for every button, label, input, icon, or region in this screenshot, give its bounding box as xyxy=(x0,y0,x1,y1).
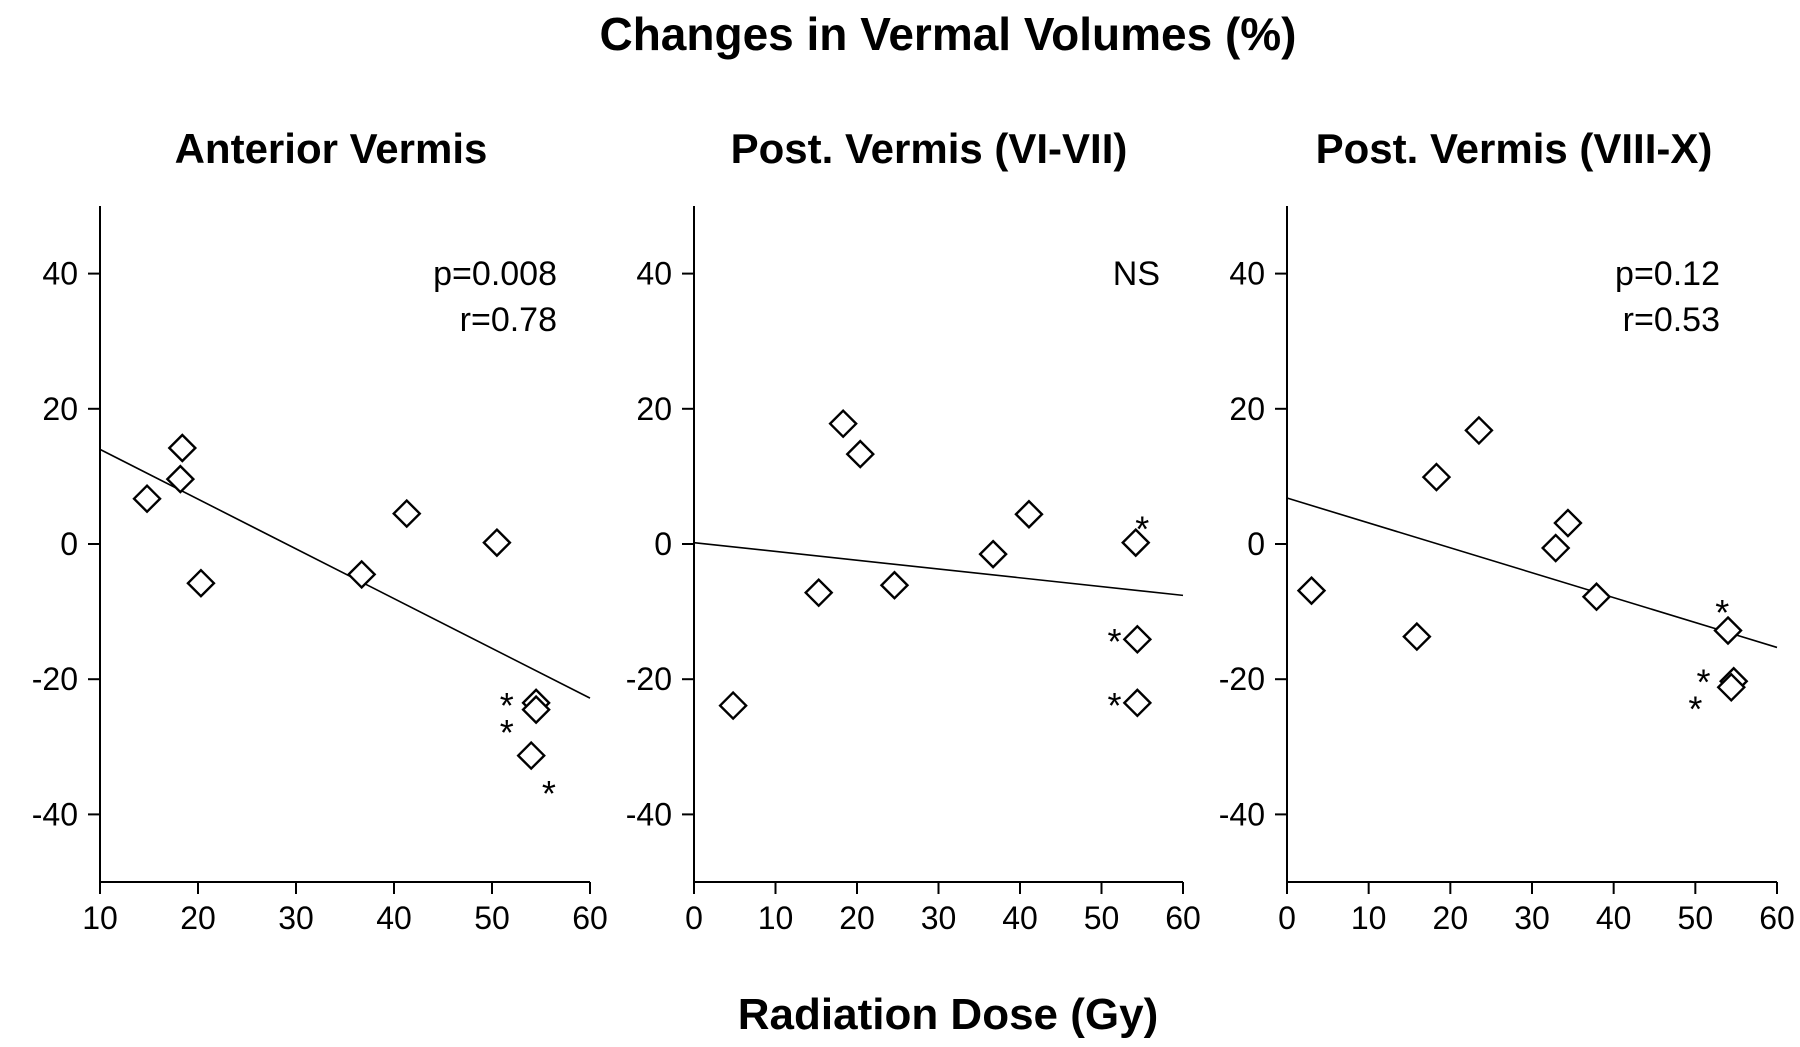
figure-title: Changes in Vermal Volumes (%) xyxy=(599,8,1296,60)
asterisk-marker: * xyxy=(500,685,514,726)
y-tick-label: -20 xyxy=(626,661,672,697)
data-point xyxy=(879,570,910,600)
data-point xyxy=(1553,508,1583,538)
x-tick-label: 20 xyxy=(839,900,875,936)
y-tick-label: -20 xyxy=(32,661,78,697)
stat-annotation: p=0.12 xyxy=(1615,255,1720,293)
data-point xyxy=(167,433,198,463)
data-point xyxy=(392,498,422,529)
asterisk-marker: * xyxy=(1688,688,1702,729)
data-point xyxy=(1716,672,1746,703)
data-point xyxy=(803,577,834,608)
x-tick-label: 40 xyxy=(1002,900,1038,936)
x-tick-label: 40 xyxy=(376,900,412,936)
asterisk-marker: * xyxy=(500,712,514,753)
data-point xyxy=(718,690,748,721)
x-tick-label: 30 xyxy=(921,900,957,936)
panel-title: Post. Vermis (VIII-X) xyxy=(1316,125,1713,172)
data-point xyxy=(978,539,1008,569)
y-tick-label: 20 xyxy=(42,391,78,427)
y-tick-label: 20 xyxy=(1229,391,1265,427)
y-tick-label: 40 xyxy=(42,256,78,292)
x-tick-label: 10 xyxy=(758,900,794,936)
panel-title: Post. Vermis (VI-VII) xyxy=(731,125,1128,172)
x-tick-label: 20 xyxy=(180,900,216,936)
data-point xyxy=(132,484,162,514)
asterisk-marker: * xyxy=(1696,661,1710,702)
x-tick-label: 50 xyxy=(1084,900,1120,936)
data-point xyxy=(1402,621,1432,652)
y-tick-label: 0 xyxy=(60,526,78,562)
x-tick-label: 20 xyxy=(1433,900,1469,936)
data-point xyxy=(521,694,551,725)
panel-title: Anterior Vermis xyxy=(175,125,488,172)
x-tick-label: 40 xyxy=(1596,900,1632,936)
x-tick-label: 60 xyxy=(572,900,608,936)
data-point xyxy=(186,568,216,598)
x-tick-label: 10 xyxy=(1351,900,1387,936)
x-axis-label: Radiation Dose (Gy) xyxy=(738,990,1159,1039)
data-point xyxy=(165,464,196,494)
panel-post-vermis-viii-x: Post. Vermis (VIII-X) -40 -20 0 20 40 0 10 20 30 4… xyxy=(1219,125,1795,936)
stat-annotation: NS xyxy=(1113,255,1160,293)
x-tick-label: 0 xyxy=(685,900,703,936)
data-point xyxy=(1296,575,1327,606)
y-tick-label: -40 xyxy=(1219,796,1265,832)
y-tick-label: 0 xyxy=(1247,526,1265,562)
regression-line xyxy=(693,541,1184,597)
y-tick-label: -40 xyxy=(626,796,672,832)
x-tick-label: 60 xyxy=(1165,900,1201,936)
y-tick-label: -20 xyxy=(1219,661,1265,697)
data-point xyxy=(1121,527,1151,558)
y-tick-label: 40 xyxy=(1229,256,1265,292)
data-point xyxy=(1421,462,1452,492)
data-point xyxy=(1713,615,1743,646)
stat-annotation: r=0.53 xyxy=(1623,301,1720,339)
x-tick-label: 0 xyxy=(1278,900,1296,936)
data-point xyxy=(1581,582,1612,612)
x-tick-label: 60 xyxy=(1759,900,1795,936)
y-tick-label: 40 xyxy=(636,256,672,292)
data-point xyxy=(1540,533,1571,563)
x-tick-label: 30 xyxy=(1514,900,1550,936)
data-point xyxy=(1122,688,1153,718)
data-point xyxy=(1122,624,1153,655)
asterisk-marker: * xyxy=(542,773,556,814)
y-tick-label: 0 xyxy=(654,526,672,562)
stat-annotation: r=0.78 xyxy=(460,301,557,339)
data-point xyxy=(346,559,377,590)
stat-annotation: p=0.008 xyxy=(433,255,557,293)
x-tick-label: 50 xyxy=(474,900,510,936)
asterisk-marker: * xyxy=(1135,509,1149,550)
data-point xyxy=(516,740,546,771)
data-point xyxy=(828,408,858,439)
asterisk-marker: * xyxy=(1715,592,1729,633)
data-point xyxy=(1014,499,1044,529)
x-tick-label: 10 xyxy=(82,900,118,936)
regression-line xyxy=(1286,497,1778,649)
panel-post-vermis-vi-vii: Post. Vermis (VI-VII) -40 -20 0 20 40 0 10 20 30 4… xyxy=(626,125,1201,936)
x-tick-label: 50 xyxy=(1678,900,1714,936)
y-tick-label: 20 xyxy=(636,391,672,427)
x-tick-label: 30 xyxy=(278,900,314,936)
asterisk-marker: * xyxy=(1108,621,1122,662)
data-point xyxy=(845,439,875,469)
y-tick-label: -40 xyxy=(32,796,78,832)
asterisk-marker: * xyxy=(1108,685,1122,726)
data-point xyxy=(1464,415,1494,446)
data-point xyxy=(482,527,512,558)
